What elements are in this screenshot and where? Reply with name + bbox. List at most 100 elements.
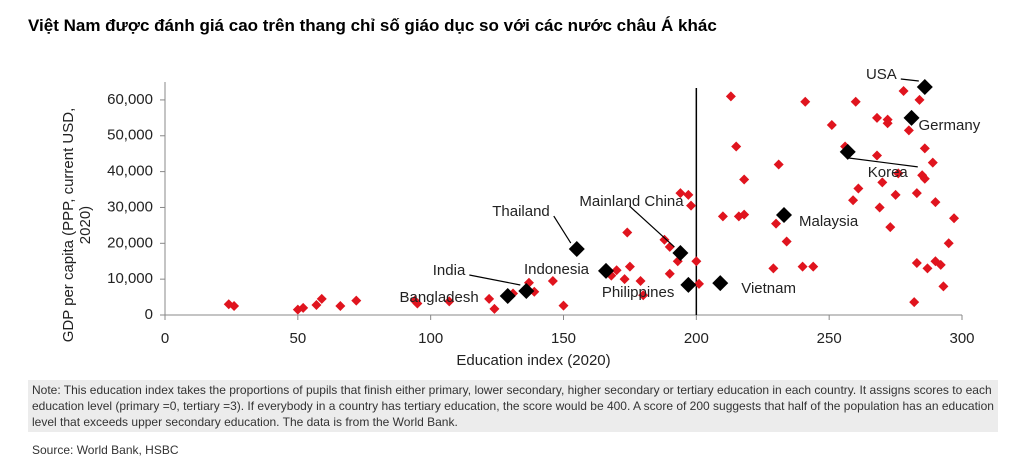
point-label: Germany: [919, 117, 981, 134]
point: [311, 299, 322, 310]
leader-line: [900, 78, 919, 82]
point: [444, 296, 455, 307]
y-tick-label: 30,000: [107, 198, 153, 215]
point: [638, 290, 649, 301]
x-tick-label: 250: [817, 330, 842, 347]
point: [499, 288, 516, 305]
point: [890, 189, 901, 200]
point: [781, 236, 792, 247]
point: [853, 183, 864, 194]
point: [547, 275, 558, 286]
point: [484, 293, 495, 304]
x-tick-label: 300: [949, 330, 974, 347]
point: [949, 213, 960, 224]
point-label: Mainland China: [579, 193, 684, 210]
x-axis-label: Education index (2020): [456, 352, 610, 369]
point: [808, 261, 819, 272]
point: [839, 143, 856, 160]
point: [664, 268, 675, 279]
point: [771, 218, 782, 229]
point: [874, 202, 885, 213]
y-tick-label: 10,000: [107, 270, 153, 287]
point: [683, 189, 694, 200]
point-label: Indonesia: [524, 261, 590, 278]
point: [903, 109, 920, 126]
point: [412, 298, 423, 309]
point: [624, 261, 635, 272]
point-label: Vietnam: [741, 280, 796, 297]
point: [725, 91, 736, 102]
point: [919, 173, 930, 184]
point: [611, 265, 622, 276]
point: [731, 141, 742, 152]
point: [568, 241, 585, 258]
point: [898, 85, 909, 96]
point-label: Bangladesh: [399, 289, 478, 306]
point-label: India: [433, 262, 466, 279]
point: [909, 297, 920, 308]
point: [922, 263, 933, 274]
point: [229, 301, 240, 312]
point: [893, 168, 904, 179]
point: [691, 256, 702, 267]
chart-title: Việt Nam được đánh giá cao trên thang ch…: [28, 16, 717, 35]
point: [911, 258, 922, 269]
point: [712, 275, 729, 292]
point: [316, 293, 327, 304]
x-tick-label: 100: [418, 330, 443, 347]
point: [882, 114, 893, 125]
point: [916, 79, 933, 96]
point: [927, 157, 938, 168]
point: [598, 262, 615, 279]
point: [675, 188, 686, 199]
point: [558, 300, 569, 311]
point: [850, 96, 861, 107]
point: [914, 94, 925, 105]
y-tick-label: 50,000: [107, 127, 153, 144]
point: [518, 282, 535, 299]
point: [619, 274, 630, 285]
point: [800, 96, 811, 107]
point: [935, 259, 946, 270]
note: Note: This education index takes the pro…: [28, 380, 998, 432]
point: [943, 238, 954, 249]
point: [635, 275, 646, 286]
point: [877, 177, 888, 188]
y-tick-label: 40,000: [107, 163, 153, 180]
point: [773, 159, 784, 170]
point-label: Malaysia: [799, 213, 859, 230]
point-label: Philippines: [602, 284, 675, 301]
point: [776, 206, 793, 223]
point: [848, 195, 859, 206]
point-label: USA: [866, 66, 897, 83]
point-label: Thailand: [492, 203, 550, 220]
point: [659, 234, 670, 245]
y-tick-label: 20,000: [107, 234, 153, 251]
point: [911, 188, 922, 199]
point: [739, 209, 750, 220]
source: Source: World Bank, HSBC: [32, 443, 179, 457]
point: [686, 200, 697, 211]
y-tick-label: 0: [145, 306, 153, 323]
y-axis-label: GDP per capita (PPP, current USD, 2020): [60, 107, 94, 343]
point: [826, 120, 837, 131]
point: [680, 276, 697, 293]
point: [797, 261, 808, 272]
x-tick-label: 200: [684, 330, 709, 347]
point: [717, 211, 728, 222]
point: [622, 227, 633, 238]
point: [693, 278, 704, 289]
point: [335, 301, 346, 312]
point: [489, 303, 500, 314]
point: [930, 197, 941, 208]
point: [871, 150, 882, 161]
leader-line: [469, 274, 521, 286]
point: [739, 174, 750, 185]
point: [938, 281, 949, 292]
leader-line: [553, 215, 572, 244]
point: [672, 244, 689, 261]
point: [885, 222, 896, 233]
point: [919, 143, 930, 154]
